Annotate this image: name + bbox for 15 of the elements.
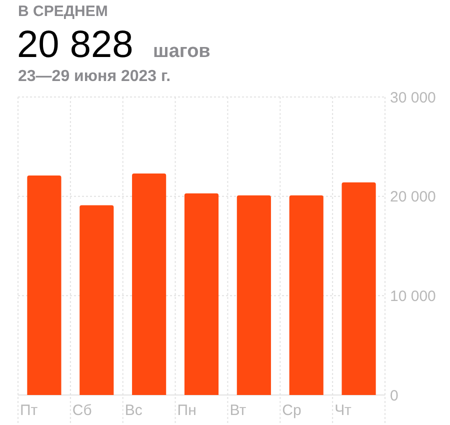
y-tick-label: 0 — [390, 387, 398, 404]
text: 20 828 — [17, 24, 134, 66]
text: шагов — [153, 41, 210, 62]
chart-subtitle: 23—29 июня 2023 г. — [18, 68, 171, 85]
x-tick-label: Чт — [334, 402, 352, 419]
x-tick-label: Вт — [230, 402, 246, 419]
y-tick-label: 20 000 — [390, 188, 436, 206]
x-tick-label: Сб — [72, 402, 92, 419]
x-tick-label: Вс — [124, 402, 143, 419]
x-tick-label: Ср — [282, 402, 302, 419]
x-tick-label: Пн — [177, 402, 196, 419]
y-tick-label: 10 000 — [390, 288, 436, 305]
y-tick-label: 30 000 — [390, 89, 436, 106]
x-tick-label: Пт — [20, 402, 38, 419]
chart-title: В СРЕДНЕМ — [18, 3, 108, 20]
